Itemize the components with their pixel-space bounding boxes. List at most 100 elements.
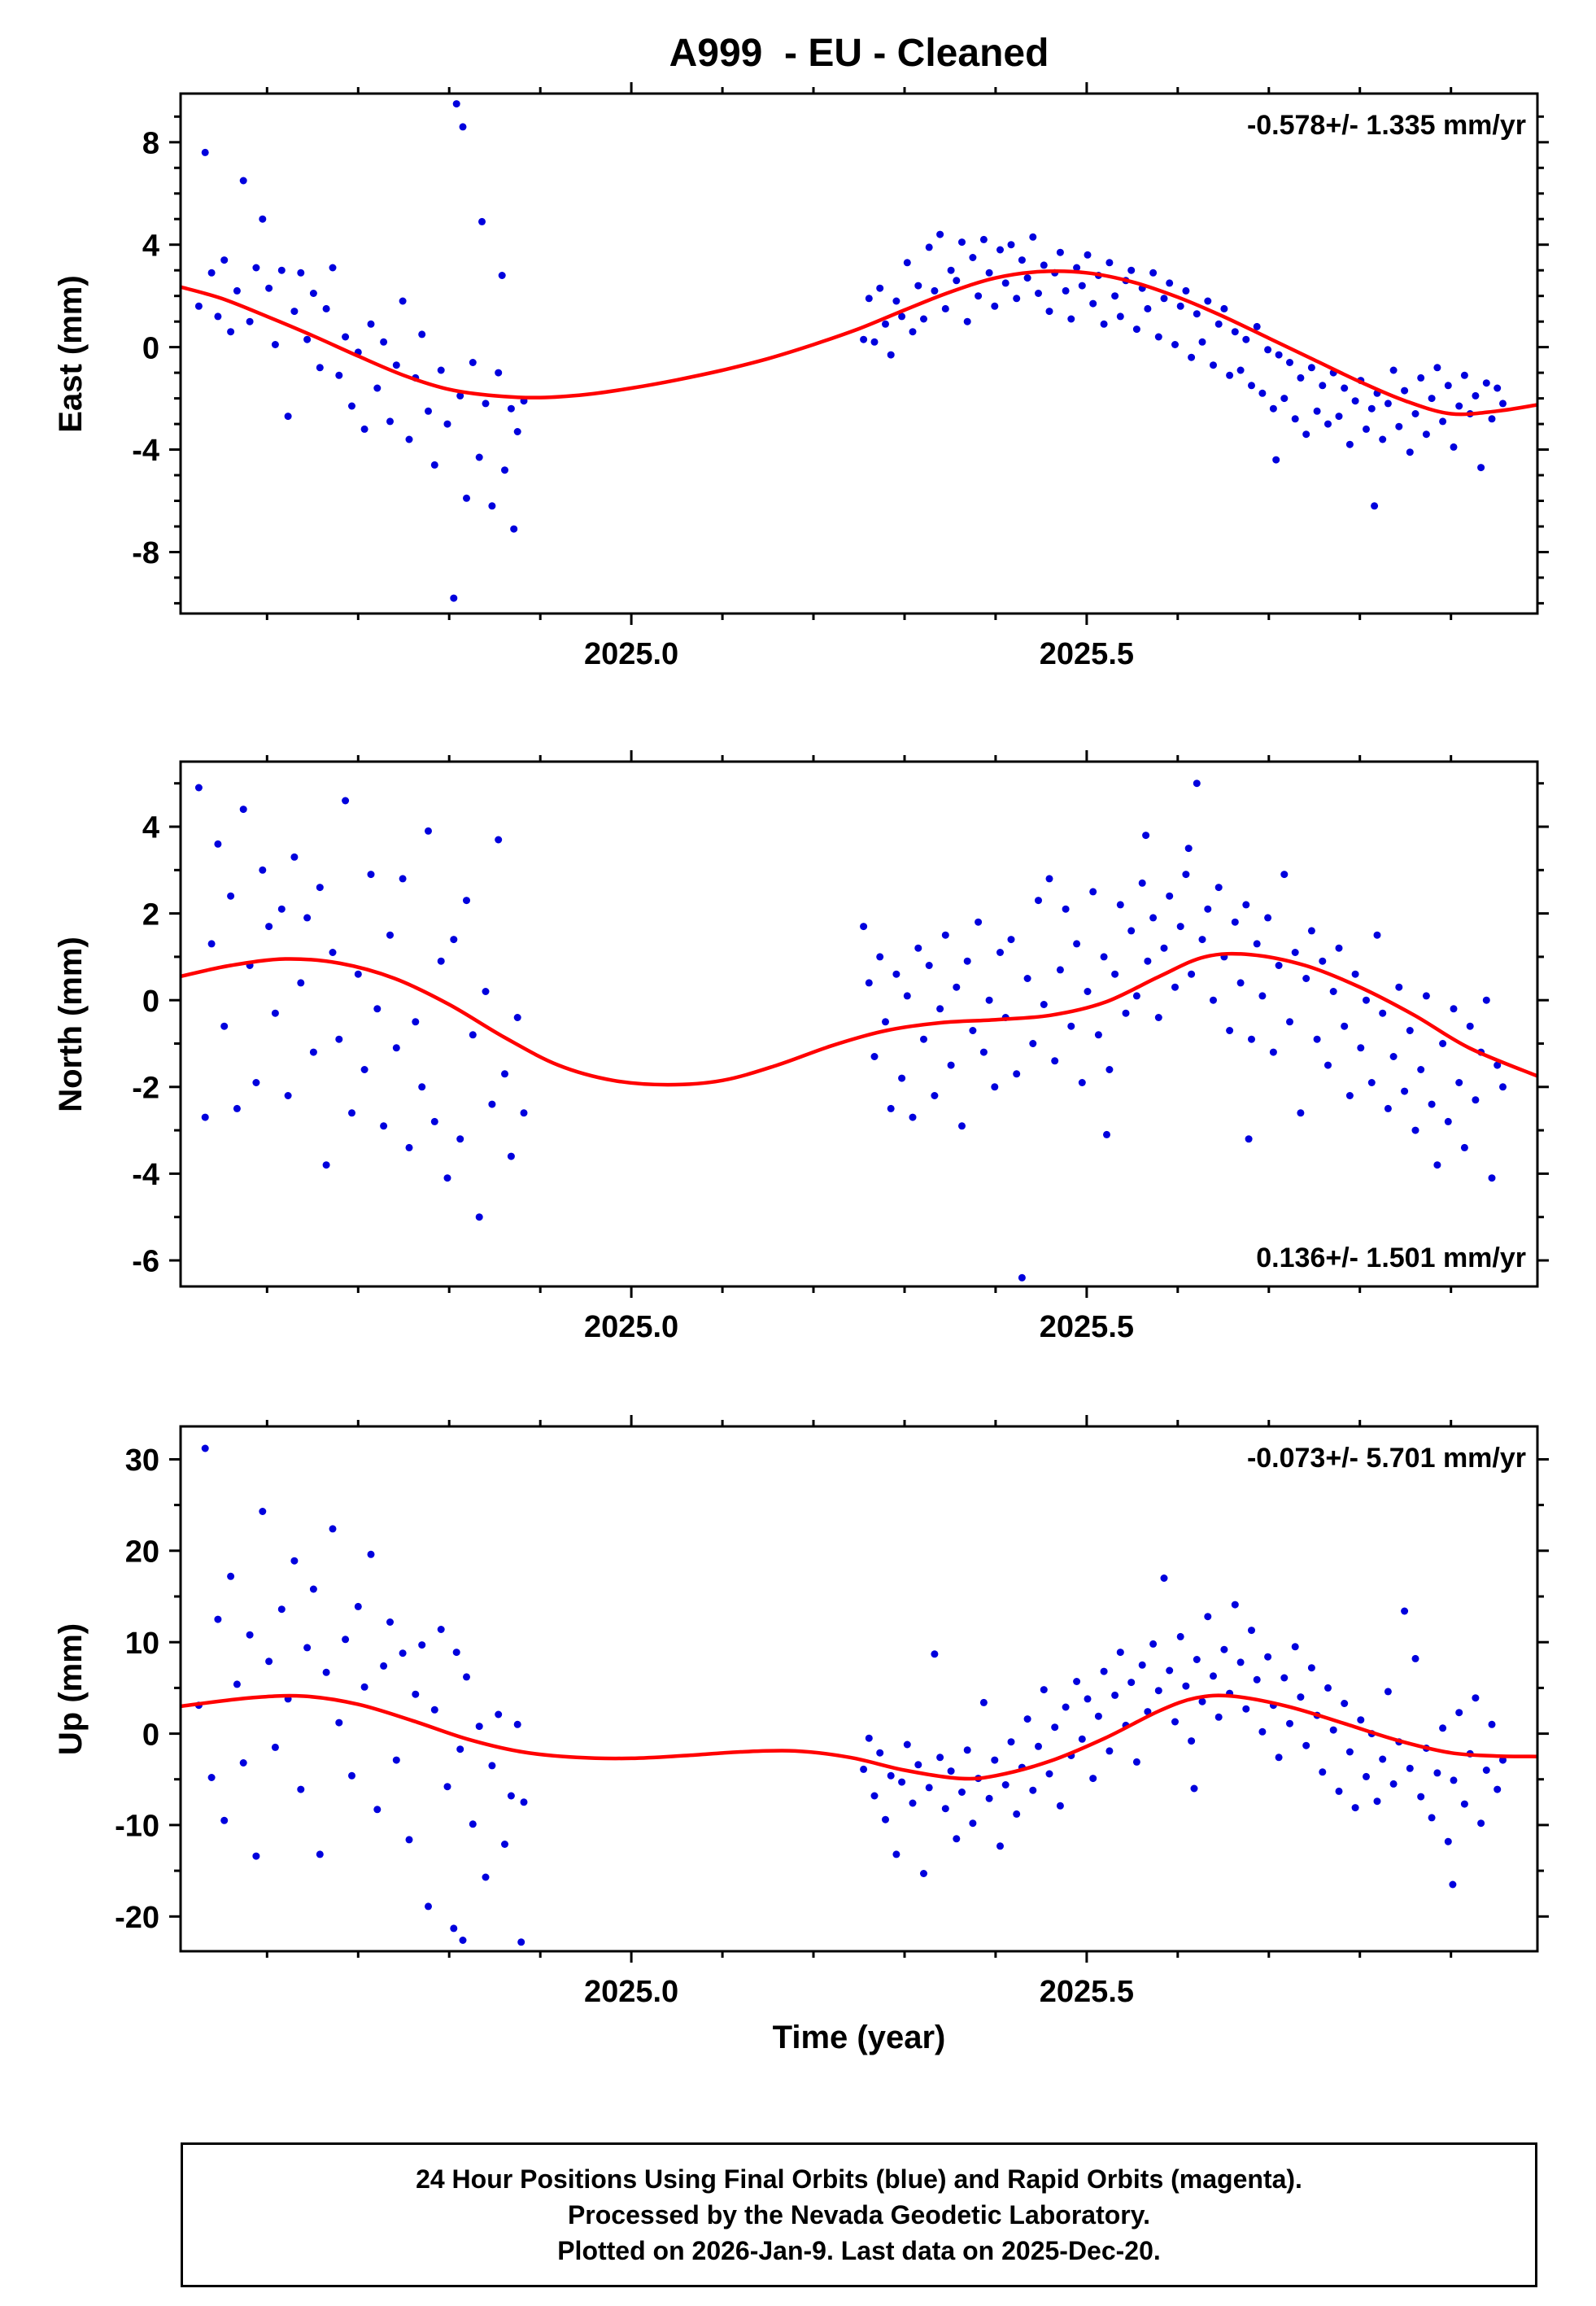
data-point xyxy=(437,1626,445,1633)
data-point xyxy=(1494,1785,1502,1793)
data-point xyxy=(1297,373,1305,382)
data-point xyxy=(1373,931,1381,939)
data-point xyxy=(953,277,961,285)
data-point xyxy=(1248,1627,1255,1635)
data-point xyxy=(1272,456,1280,464)
data-point xyxy=(1105,259,1114,267)
data-point xyxy=(1149,914,1158,922)
data-point xyxy=(920,315,927,323)
data-point xyxy=(1111,292,1119,300)
data-point xyxy=(1029,1786,1037,1794)
data-point xyxy=(1275,1754,1283,1762)
data-point xyxy=(1319,382,1327,390)
data-point xyxy=(936,1005,944,1013)
data-point xyxy=(316,884,324,892)
data-point xyxy=(329,264,337,272)
data-point xyxy=(1198,936,1206,944)
y-tick-label: -4 xyxy=(132,1158,159,1192)
data-point xyxy=(1132,992,1140,1000)
data-point xyxy=(1433,1161,1441,1169)
data-point xyxy=(963,1746,971,1754)
data-point xyxy=(1286,1018,1293,1026)
data-point xyxy=(1105,1747,1114,1755)
data-point xyxy=(1439,1724,1447,1732)
data-point xyxy=(996,246,1004,254)
data-point xyxy=(1482,1767,1490,1774)
data-point xyxy=(316,364,324,372)
data-point xyxy=(1297,1109,1305,1117)
data-point xyxy=(507,1152,515,1160)
data-point xyxy=(1188,1737,1196,1745)
data-point xyxy=(963,317,971,325)
data-point xyxy=(277,1605,286,1614)
data-point xyxy=(1166,279,1174,287)
rate-annotation: 0.136+/- 1.501 mm/yr xyxy=(1256,1243,1526,1273)
data-point xyxy=(297,269,305,277)
data-point xyxy=(1280,1674,1289,1682)
data-point xyxy=(207,269,216,277)
data-point xyxy=(450,1924,458,1933)
data-point xyxy=(887,351,895,359)
data-point xyxy=(1144,304,1152,312)
data-point xyxy=(1073,940,1081,948)
data-point xyxy=(1307,1664,1315,1672)
data-point xyxy=(892,297,900,305)
data-point xyxy=(1389,1053,1398,1060)
data-point xyxy=(903,1740,911,1749)
data-point xyxy=(931,286,939,295)
data-point xyxy=(309,1048,317,1056)
data-point xyxy=(329,1525,337,1533)
data-point xyxy=(1253,940,1261,948)
data-point xyxy=(1094,1712,1102,1720)
y-tick-label: -2 xyxy=(132,1071,159,1105)
data-point xyxy=(1089,1775,1097,1783)
data-point xyxy=(1494,384,1502,392)
data-point xyxy=(1007,1738,1015,1746)
data-point xyxy=(1001,1781,1009,1788)
data-point xyxy=(1073,1678,1081,1685)
data-point xyxy=(450,936,458,944)
data-point xyxy=(1324,1061,1332,1069)
data-point xyxy=(495,836,503,844)
data-point xyxy=(1236,1658,1245,1666)
data-point xyxy=(227,892,235,900)
data-point xyxy=(882,1815,889,1823)
data-point xyxy=(1144,957,1152,965)
data-point xyxy=(1264,1653,1272,1661)
data-point xyxy=(1417,373,1425,382)
data-point xyxy=(1439,1040,1447,1047)
data-point xyxy=(412,1690,420,1698)
data-point xyxy=(501,466,508,474)
data-point xyxy=(1477,464,1485,472)
data-point xyxy=(985,269,993,277)
y-tick-label: 0 xyxy=(142,331,159,365)
data-point xyxy=(1062,1703,1070,1711)
data-point xyxy=(1269,1048,1277,1056)
data-point xyxy=(348,1771,355,1780)
data-point xyxy=(860,923,868,931)
data-point xyxy=(1329,988,1337,995)
data-point xyxy=(1341,1022,1349,1030)
data-point xyxy=(1417,1066,1425,1073)
data-point xyxy=(1040,1001,1048,1008)
data-point xyxy=(1329,1726,1337,1734)
data-point xyxy=(1422,992,1430,1000)
data-point xyxy=(1389,1780,1398,1788)
data-point xyxy=(322,304,330,312)
data-point xyxy=(239,806,247,814)
data-point xyxy=(342,1636,350,1644)
data-point xyxy=(1220,304,1228,312)
data-point xyxy=(979,1698,988,1706)
data-point xyxy=(520,1798,528,1806)
data-point xyxy=(1166,892,1174,900)
data-point xyxy=(259,215,267,223)
data-point xyxy=(1242,901,1250,909)
data-point xyxy=(1319,957,1327,965)
north-data-layer xyxy=(181,780,1537,1282)
data-point xyxy=(1111,1691,1119,1699)
data-point xyxy=(1007,241,1015,249)
data-point xyxy=(985,1794,993,1802)
data-point xyxy=(367,320,375,328)
data-point xyxy=(892,970,900,978)
